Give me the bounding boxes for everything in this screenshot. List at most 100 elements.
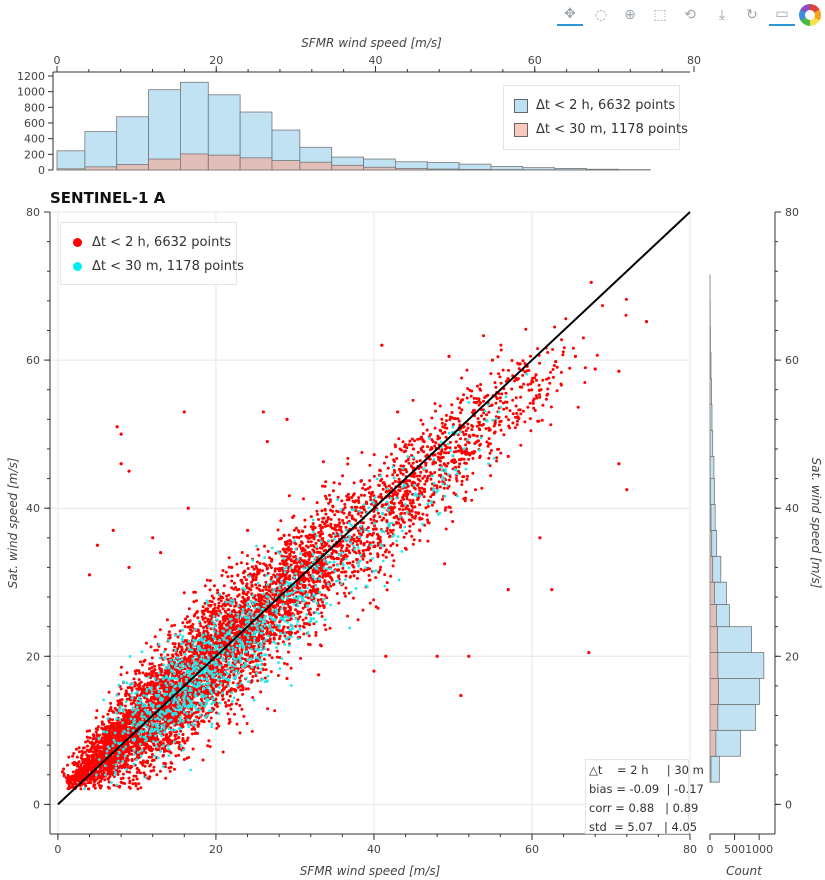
top-hist-ytick-label: 800 <box>24 101 45 114</box>
scatter-point-2h <box>236 624 240 628</box>
scatter-point-2h <box>238 679 242 683</box>
scatter-point-2h <box>276 628 280 632</box>
scatter-point-2h <box>62 774 66 778</box>
scatter-point-2h <box>122 762 126 766</box>
scatter-point-2h <box>338 482 342 486</box>
scatter-point-2h <box>323 484 327 488</box>
scatter-point-2h <box>221 750 225 754</box>
scatter-point-2h <box>197 716 201 720</box>
scatter-point-2h <box>182 758 186 761</box>
scatter-point-2h <box>128 770 131 774</box>
scatter-point-2h <box>149 645 153 649</box>
scatter-point-2h <box>96 728 99 731</box>
scatter-point-2h <box>120 735 124 738</box>
scatter-point-2h <box>71 754 75 758</box>
scatter-point-2h <box>237 593 241 597</box>
scatter-point-2h <box>93 786 97 790</box>
scatter-point-2h <box>153 664 156 668</box>
top-hist-bar-30m <box>180 153 209 171</box>
scatter-point-2h <box>225 690 229 694</box>
scatter-point-2h <box>246 687 250 691</box>
scatter-point-2h <box>184 617 187 621</box>
scatter-point-2h <box>272 580 276 584</box>
scatter-point-2h <box>118 733 122 737</box>
scatter-point-2h <box>270 575 274 579</box>
scatter-point-2h <box>361 557 365 561</box>
scatter-point-2h <box>161 754 165 758</box>
scatter-point-2h <box>160 680 164 683</box>
scatter-point-2h <box>188 715 192 719</box>
scatter-point-2h <box>150 759 154 763</box>
scatter-point-2h <box>99 786 102 790</box>
scatter-point-2h <box>360 451 364 454</box>
scatter-point-2h <box>240 674 243 678</box>
scatter-point-2h <box>320 593 324 597</box>
scatter-point-2h <box>324 480 328 484</box>
scatter-point-2h <box>156 737 160 741</box>
box-select-icon[interactable]: ⬚ <box>653 7 667 23</box>
scatter-point-2h <box>142 771 146 775</box>
scatter-point-2h <box>117 699 121 703</box>
scatter-point-2h <box>187 620 191 624</box>
scatter-point-2h <box>120 701 124 705</box>
scatter-point-2h <box>251 660 255 664</box>
scatter-point-2h <box>202 652 206 656</box>
scatter-point-2h <box>251 696 255 699</box>
scatter-point-2h <box>257 598 261 602</box>
scatter-point-2h <box>222 584 226 588</box>
scatter-point-2h <box>152 765 156 769</box>
scatter-point-2h <box>221 621 225 625</box>
scatter-point-2h <box>93 780 96 784</box>
scatter-point-2h <box>118 769 122 773</box>
top-hist-bar-2h <box>148 89 181 171</box>
scatter-point-2h <box>105 740 109 744</box>
scatter-point-2h <box>116 737 120 741</box>
scatter-point-2h <box>83 750 87 754</box>
scatter-point-2h <box>88 736 92 740</box>
scatter-point-2h <box>143 683 147 686</box>
lasso-select-icon[interactable]: ◌ <box>594 7 608 23</box>
scatter-point-2h <box>202 629 206 633</box>
scatter-point-2h <box>220 574 224 577</box>
scatter-point-2h <box>295 535 299 539</box>
scatter-point-2h <box>177 740 181 744</box>
top-hist-ytick-label: 200 <box>24 148 45 161</box>
scatter-point-2h <box>210 600 214 604</box>
scatter-point-2h <box>195 599 198 603</box>
scatter-point-2h <box>137 678 141 682</box>
scatter-point-2h <box>150 662 154 666</box>
scatter-point-2h <box>273 709 277 713</box>
scatter-point-2h <box>255 573 259 576</box>
scatter-point-2h <box>164 776 168 780</box>
scatter-point-2h <box>274 592 278 596</box>
scatter-point-2h <box>125 711 129 715</box>
scatter-point-2h <box>142 660 146 663</box>
zoom-in-icon[interactable]: ⊕ <box>624 7 636 23</box>
scatter-point-2h <box>309 540 313 544</box>
scatter-point-2h <box>173 642 177 646</box>
save-icon[interactable]: ⤓ <box>718 7 726 23</box>
scatter-point-2h <box>177 753 181 757</box>
reset-icon[interactable]: ↻ <box>746 7 758 23</box>
pan-tool-icon[interactable]: ✥ <box>557 4 583 26</box>
scatter-point-2h <box>221 569 225 572</box>
scatter-point-2h <box>132 774 136 778</box>
scatter-point-2h <box>155 773 159 777</box>
top-hist-ytick-label: 400 <box>24 133 45 146</box>
scatter-point-2h <box>261 589 265 592</box>
scatter-point-2h <box>181 738 185 742</box>
scatter-point-2h <box>256 547 260 551</box>
wheel-zoom-icon[interactable]: ⟲ <box>684 7 696 23</box>
scatter-point-2h <box>130 757 134 761</box>
hover-icon[interactable]: ▭ <box>769 4 795 26</box>
scatter-point-2h <box>224 570 228 574</box>
scatter-point-2h <box>229 670 233 674</box>
scatter-point-2h <box>321 525 325 529</box>
scatter-point-2h <box>183 713 187 717</box>
scatter-point-2h <box>212 680 216 684</box>
scatter-point-2h <box>125 671 129 675</box>
scatter-point-2h <box>242 597 246 601</box>
scatter-point-2h <box>263 662 267 666</box>
scatter-point-2h <box>176 736 180 740</box>
